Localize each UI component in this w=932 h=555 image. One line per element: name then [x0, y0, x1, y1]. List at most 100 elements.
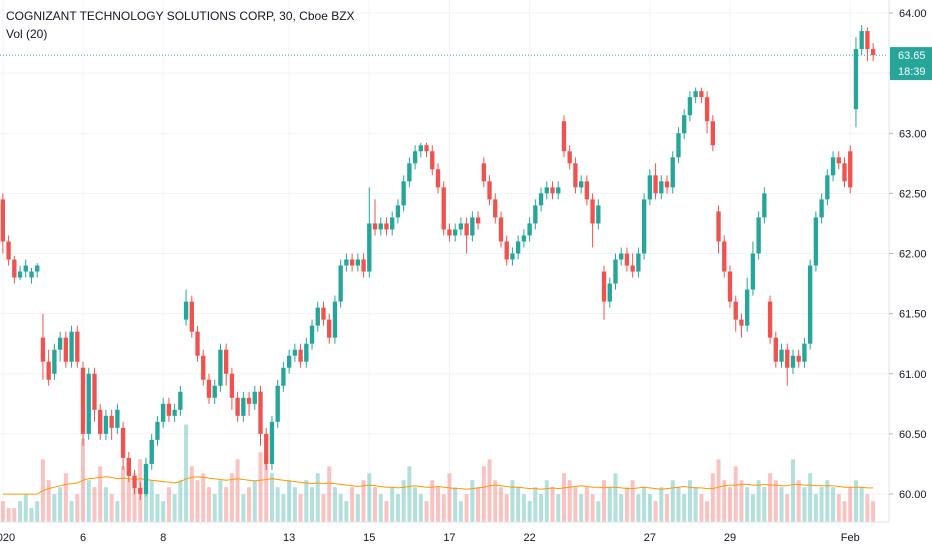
volume-bar — [212, 494, 217, 522]
candle-body — [750, 253, 756, 290]
candle — [29, 267, 34, 284]
candle-body — [264, 433, 269, 464]
candle-body — [813, 217, 819, 266]
candle-body — [183, 301, 189, 320]
volume-bar — [624, 487, 629, 522]
candle-body — [704, 97, 710, 122]
volume-bar — [831, 487, 836, 522]
candle-body — [441, 187, 446, 230]
volume-bar — [504, 494, 509, 522]
candle-body — [212, 385, 217, 398]
candle — [745, 277, 750, 332]
chart-title: COGNIZANT TECHNOLOGY SOLUTIONS CORP, 30,… — [6, 9, 355, 23]
volume-bar — [481, 466, 486, 522]
volume-bar — [584, 487, 589, 522]
candle — [464, 217, 469, 254]
candle-body — [853, 49, 859, 110]
volume-bar — [470, 480, 475, 522]
volume-bar — [373, 487, 378, 522]
candle — [578, 175, 584, 194]
volume-bar — [516, 487, 521, 522]
volume-bar — [350, 487, 355, 522]
x-tick-label: 29 — [724, 532, 736, 544]
volume-bar — [247, 487, 252, 522]
candle-body — [292, 349, 298, 356]
candle — [481, 157, 486, 188]
volume-bar — [710, 473, 715, 522]
candle-body — [161, 403, 166, 422]
candle-body — [344, 259, 349, 266]
volume-bar — [487, 459, 492, 522]
candle-body — [561, 121, 567, 152]
volume-bar — [430, 480, 435, 522]
candle — [80, 361, 86, 446]
volume-bar — [424, 501, 429, 522]
candle-body — [607, 283, 612, 302]
candle-body — [372, 223, 378, 230]
candle — [739, 313, 744, 338]
candle-body — [842, 163, 847, 182]
candle — [212, 379, 217, 404]
bar-countdown-label: 18:39 — [898, 66, 926, 78]
candle — [269, 415, 275, 470]
candle — [286, 349, 292, 374]
last-price-badge-bg — [890, 47, 932, 81]
candle-body — [848, 151, 853, 188]
candle-body — [235, 397, 240, 416]
candle-body — [659, 181, 664, 194]
candle-body — [676, 133, 681, 158]
candle — [538, 187, 544, 212]
candle-body — [189, 301, 194, 332]
candle-body — [550, 187, 555, 194]
candle — [733, 295, 738, 332]
candle-body — [46, 361, 51, 380]
volume-bar — [802, 487, 807, 522]
volume-bar — [292, 487, 297, 522]
candle-body — [693, 91, 698, 98]
candle — [372, 199, 378, 236]
volume-bar — [229, 473, 234, 522]
volume-bar — [206, 487, 211, 522]
candle-body — [733, 301, 738, 320]
volume-bar — [161, 501, 166, 522]
candle — [636, 247, 641, 278]
volume-bar — [676, 487, 681, 522]
candle-body — [773, 337, 778, 362]
candle — [435, 163, 441, 194]
volume-bar — [596, 501, 601, 522]
volume-bar — [435, 487, 441, 522]
volume-bar — [384, 501, 389, 522]
candle — [132, 469, 137, 494]
candle-body — [762, 193, 767, 218]
volume-bar — [172, 494, 177, 522]
candle — [361, 253, 366, 278]
volume-bar — [527, 501, 532, 522]
volume-bar — [321, 494, 326, 522]
candle — [418, 142, 423, 158]
candle-body — [785, 349, 790, 368]
candle-body — [430, 151, 435, 170]
candle-body — [269, 421, 275, 464]
candle — [115, 403, 120, 434]
candle — [0, 193, 6, 254]
candle — [161, 397, 166, 428]
candle — [275, 379, 280, 428]
volume-bar — [636, 494, 641, 522]
candle — [813, 211, 819, 272]
volume-bar — [647, 494, 652, 522]
candle-body — [252, 391, 257, 404]
candle — [842, 157, 847, 188]
volume-bar — [407, 466, 412, 522]
candle — [762, 187, 767, 224]
candle-body — [527, 223, 532, 236]
candle — [676, 127, 681, 164]
candle-body — [155, 421, 160, 440]
candle-body — [498, 217, 504, 242]
candle — [447, 223, 452, 242]
volume-bar — [401, 480, 406, 522]
candle-body — [178, 391, 183, 410]
candle-body — [378, 223, 383, 230]
candle-body — [298, 349, 303, 362]
candle-body — [504, 241, 509, 260]
volume-bar — [269, 473, 274, 522]
